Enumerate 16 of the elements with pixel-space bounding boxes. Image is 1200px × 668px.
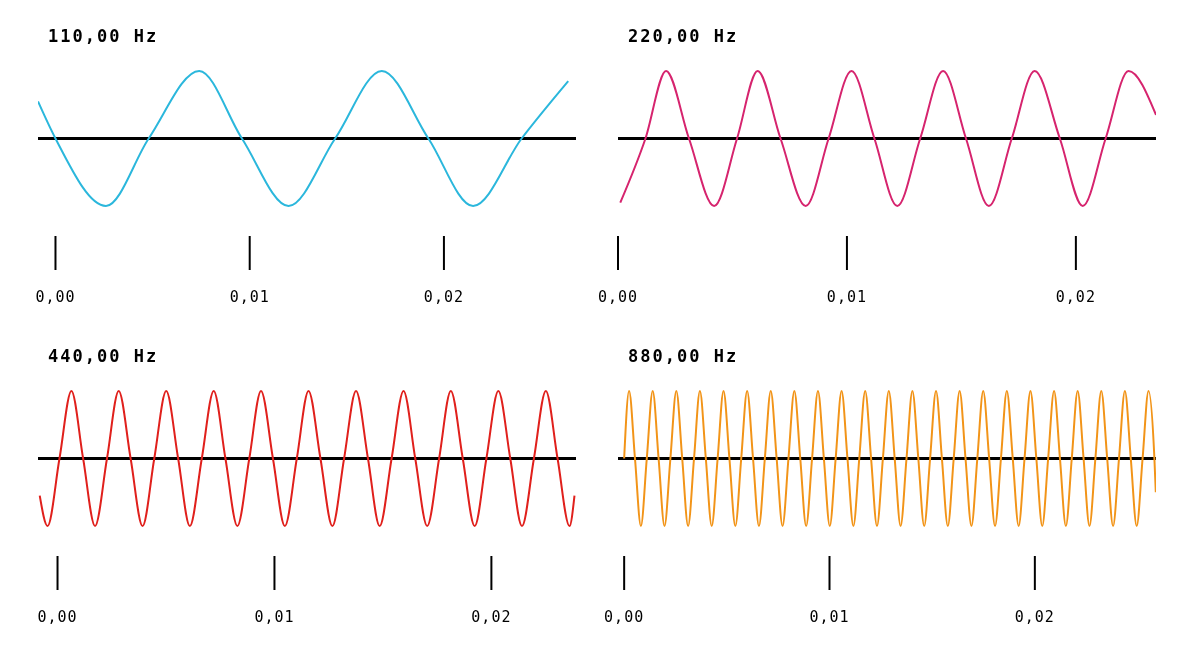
x-tick-label: 0,00 [35, 288, 76, 306]
x-tick-label: 0,02 [471, 608, 512, 626]
x-tick-label: 0,01 [254, 608, 295, 626]
chart-title: 440,00 Hz [48, 346, 159, 366]
x-tick-label: 0,01 [229, 288, 270, 306]
chart-title: 220,00 Hz [628, 26, 739, 46]
chart-title: 880,00 Hz [628, 346, 739, 366]
x-tick-label: 0,00 [604, 608, 645, 626]
x-tick-label: 0,00 [37, 608, 78, 626]
x-tick-label: 0,01 [809, 608, 850, 626]
x-tick-label: 0,02 [423, 288, 464, 306]
x-tick-label: 0,01 [826, 288, 867, 306]
x-tick-label: 0,02 [1014, 608, 1055, 626]
chart-title: 110,00 Hz [48, 26, 159, 46]
x-tick-label: 0,00 [597, 288, 639, 306]
x-tick-label: 0,02 [1055, 288, 1096, 306]
